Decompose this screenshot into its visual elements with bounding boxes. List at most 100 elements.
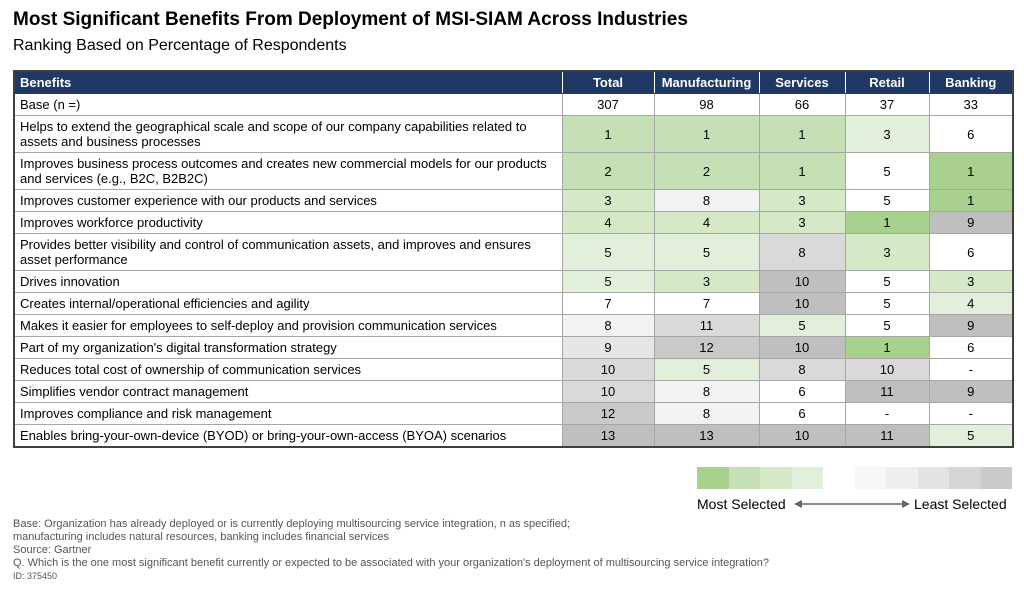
rank-cell: 8 — [653, 380, 760, 403]
legend-swatch — [917, 467, 949, 489]
base-value: 66 — [758, 93, 846, 116]
rank-cell: 12 — [653, 336, 760, 359]
rank-cell: 5 — [844, 292, 930, 315]
rank-cell: 5 — [844, 189, 930, 212]
header-row: Benefits Total Manufacturing Services Retail… — [13, 70, 1014, 94]
rank-cell: 10 — [758, 336, 846, 359]
rank-cell: 5 — [653, 358, 760, 381]
rank-cell: 8 — [758, 233, 846, 271]
rank-cell: 5 — [844, 314, 930, 337]
rank-cell: 9 — [928, 380, 1014, 403]
column-header: Total — [561, 70, 655, 94]
title: Most Significant Benefits From Deploymen… — [13, 9, 688, 30]
base-value: 98 — [653, 93, 760, 116]
row-label: Base (n =) — [13, 93, 563, 116]
rank-cell: 1 — [758, 152, 846, 190]
rank-cell: 10 — [758, 424, 846, 448]
benefit-row: Makes it easier for employees to self-de… — [13, 314, 1014, 337]
rank-cell: 8 — [653, 189, 760, 212]
row-label: Improves business process outcomes and c… — [13, 152, 563, 190]
legend-swatch — [949, 467, 981, 489]
rank-cell: 10 — [844, 358, 930, 381]
legend-swatch — [697, 467, 729, 489]
footnote: Source: Gartner — [13, 544, 92, 556]
row-label: Enables bring-your-own-device (BYOD) or … — [13, 424, 563, 448]
legend-swatch — [980, 467, 1012, 489]
legend-swatch — [886, 467, 918, 489]
rank-cell: 3 — [561, 189, 655, 212]
row-label: Helps to extend the geographical scale a… — [13, 115, 563, 153]
rank-cell: 1 — [928, 189, 1014, 212]
rank-cell: - — [928, 402, 1014, 425]
legend-right-label: Least Selected — [914, 496, 1007, 512]
rank-cell: 4 — [653, 211, 760, 234]
rank-cell: 1 — [844, 336, 930, 359]
rank-cell: 1 — [758, 115, 846, 153]
legend-swatch — [791, 467, 823, 489]
rank-cell: 10 — [758, 292, 846, 315]
benefit-row: Simplifies vendor contract management 10 8… — [13, 380, 1014, 403]
column-header: Banking — [928, 70, 1014, 94]
rank-cell: 9 — [928, 314, 1014, 337]
legend-swatch — [823, 467, 855, 489]
rank-cell: - — [928, 358, 1014, 381]
benefit-row: Creates internal/operational efficiencie… — [13, 292, 1014, 315]
rank-cell: 1 — [928, 152, 1014, 190]
rank-cell: 8 — [561, 314, 655, 337]
row-label: Part of my organization's digital transf… — [13, 336, 563, 359]
column-header: Manufacturing — [653, 70, 760, 94]
row-label: Simplifies vendor contract management — [13, 380, 563, 403]
ranking-table: Benefits Total Manufacturing Services Retail… — [13, 70, 1014, 448]
benefit-row: Provides better visibility and control o… — [13, 233, 1014, 271]
legend-arrow — [794, 500, 910, 508]
rank-cell: 7 — [561, 292, 655, 315]
rank-cell: 5 — [844, 152, 930, 190]
rank-cell: 1 — [653, 115, 760, 153]
row-label: Creates internal/operational efficiencie… — [13, 292, 563, 315]
rank-cell: 7 — [653, 292, 760, 315]
rank-cell: 4 — [928, 292, 1014, 315]
rank-cell: 12 — [561, 402, 655, 425]
benefit-row: Reduces total cost of ownership of commu… — [13, 358, 1014, 381]
rank-cell: 13 — [561, 424, 655, 448]
footnote: Base: Organization has already deployed … — [13, 518, 571, 530]
row-label: Improves compliance and risk management — [13, 402, 563, 425]
rank-cell: 8 — [758, 358, 846, 381]
rank-cell: 9 — [928, 211, 1014, 234]
rank-cell: 3 — [758, 189, 846, 212]
rank-cell: 6 — [928, 233, 1014, 271]
rank-cell: 8 — [653, 402, 760, 425]
rank-cell: 13 — [653, 424, 760, 448]
column-header: Services — [758, 70, 846, 94]
benefit-row: Helps to extend the geographical scale a… — [13, 115, 1014, 153]
benefit-row: Enables bring-your-own-device (BYOD) or … — [13, 424, 1014, 448]
benefit-row: Improves business process outcomes and c… — [13, 152, 1014, 190]
rank-cell: 5 — [653, 233, 760, 271]
row-label: Provides better visibility and control o… — [13, 233, 563, 271]
rank-cell: 10 — [561, 358, 655, 381]
rank-cell: 6 — [928, 336, 1014, 359]
rank-cell: 5 — [561, 233, 655, 271]
rank-cell: 6 — [758, 402, 846, 425]
doc-id: ID: 375450 — [13, 571, 58, 581]
legend-left-label: Most Selected — [697, 496, 786, 512]
rank-cell: 1 — [844, 211, 930, 234]
rank-cell: 3 — [758, 211, 846, 234]
base-value: 33 — [928, 93, 1014, 116]
base-value: 307 — [561, 93, 655, 116]
footnote: Q. Which is the one most significant ben… — [13, 557, 769, 569]
footnote: manufacturing includes natural resources… — [13, 531, 390, 543]
rank-cell: 5 — [561, 270, 655, 293]
row-label: Reduces total cost of ownership of commu… — [13, 358, 563, 381]
benefit-row: Improves workforce productivity 4 4 3 1 9 — [13, 211, 1014, 234]
rank-cell: 3 — [844, 233, 930, 271]
subtitle: Ranking Based on Percentage of Responden… — [13, 37, 347, 54]
benefit-row: Improves customer experience with our pr… — [13, 189, 1014, 212]
rank-cell: 5 — [844, 270, 930, 293]
rank-cell: - — [844, 402, 930, 425]
rank-cell: 3 — [653, 270, 760, 293]
rank-cell: 5 — [928, 424, 1014, 448]
rank-cell: 9 — [561, 336, 655, 359]
row-label: Improves workforce productivity — [13, 211, 563, 234]
rank-cell: 11 — [653, 314, 760, 337]
